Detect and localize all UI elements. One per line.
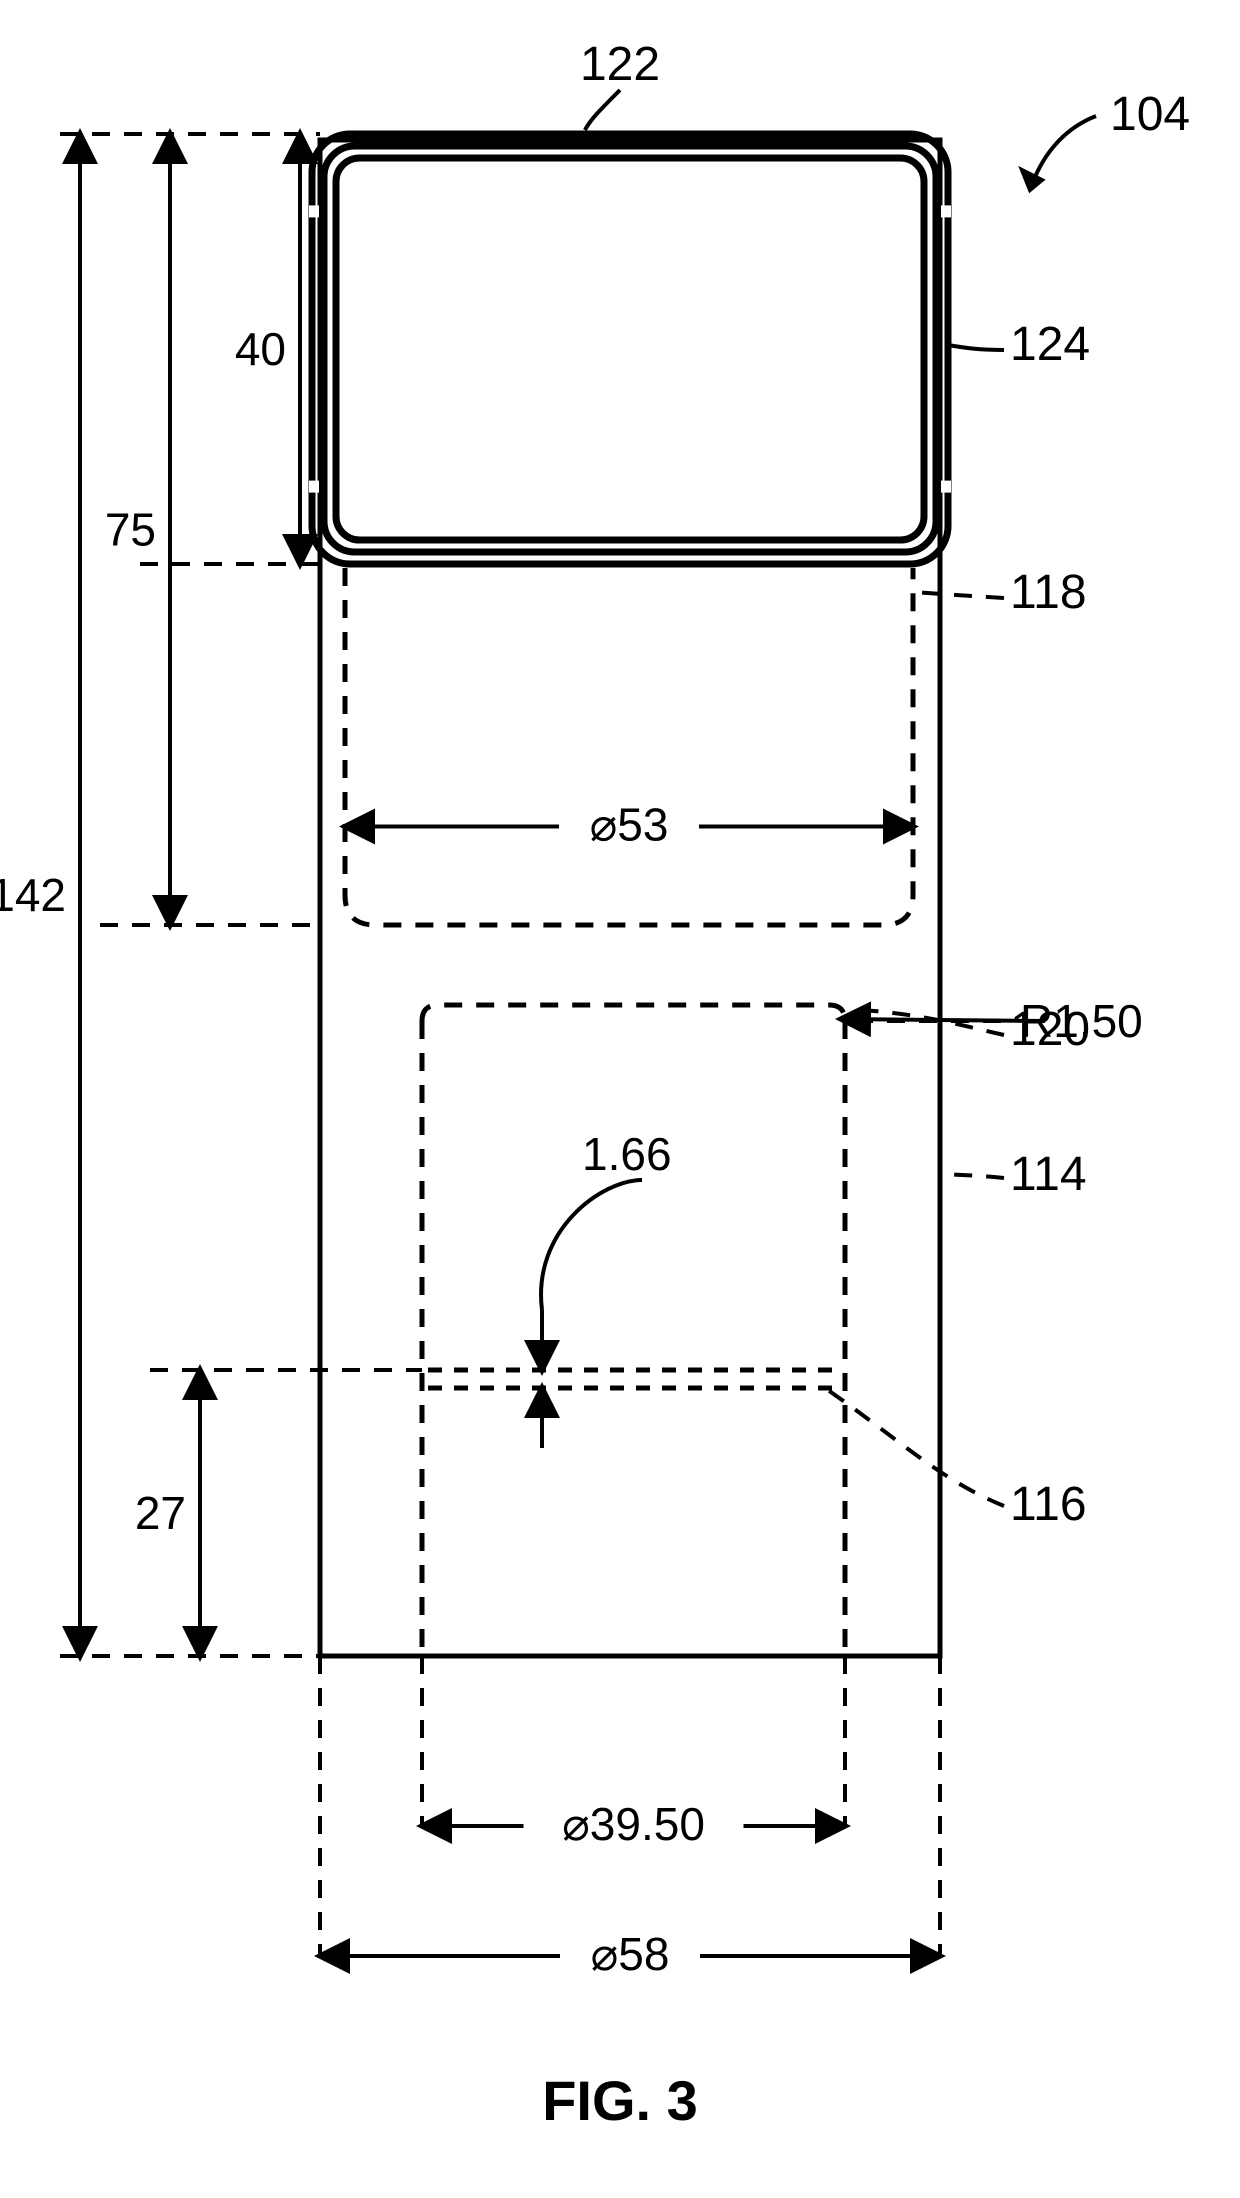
dim-d58-label: ⌀58 <box>591 1928 670 1980</box>
cap-gap <box>941 481 951 493</box>
leader-124 <box>948 345 1004 350</box>
outer-body <box>320 140 940 1656</box>
ref-120: 120 <box>1010 1003 1090 1056</box>
cap-gap <box>309 481 319 493</box>
lower-inner-top <box>422 1005 845 1021</box>
cap-gap <box>941 205 951 217</box>
leader-1p66 <box>541 1180 642 1310</box>
leader-122 <box>585 90 620 130</box>
cap-ring <box>312 134 948 564</box>
dim-75-label: 75 <box>105 504 156 556</box>
leader-118 <box>913 592 1004 598</box>
dim-27-label: 27 <box>135 1487 186 1539</box>
cap-ring <box>336 158 924 540</box>
ref-124: 124 <box>1010 318 1090 371</box>
dim-d53-label: ⌀53 <box>590 799 669 851</box>
ref-104: 104 <box>1110 88 1190 141</box>
dim-40-label: 40 <box>235 323 286 375</box>
ref-122: 122 <box>580 38 660 91</box>
cap-ring <box>324 146 936 552</box>
upper-inner-cavity <box>345 568 913 925</box>
figure-label: FIG. 3 <box>542 2069 698 2132</box>
leader-116 <box>825 1388 1004 1506</box>
dim-d3950-label: ⌀39.50 <box>562 1798 705 1850</box>
ref-116: 116 <box>1010 1478 1087 1531</box>
ref-118: 118 <box>1010 566 1087 619</box>
dim-142-label: 142 <box>0 869 66 921</box>
leader-104-arrow <box>1022 170 1042 190</box>
ref-114: 114 <box>1010 1148 1087 1201</box>
cap-gap <box>309 205 319 217</box>
leader-114 <box>940 1174 1004 1178</box>
dim-1p66-label: 1.66 <box>582 1128 672 1180</box>
